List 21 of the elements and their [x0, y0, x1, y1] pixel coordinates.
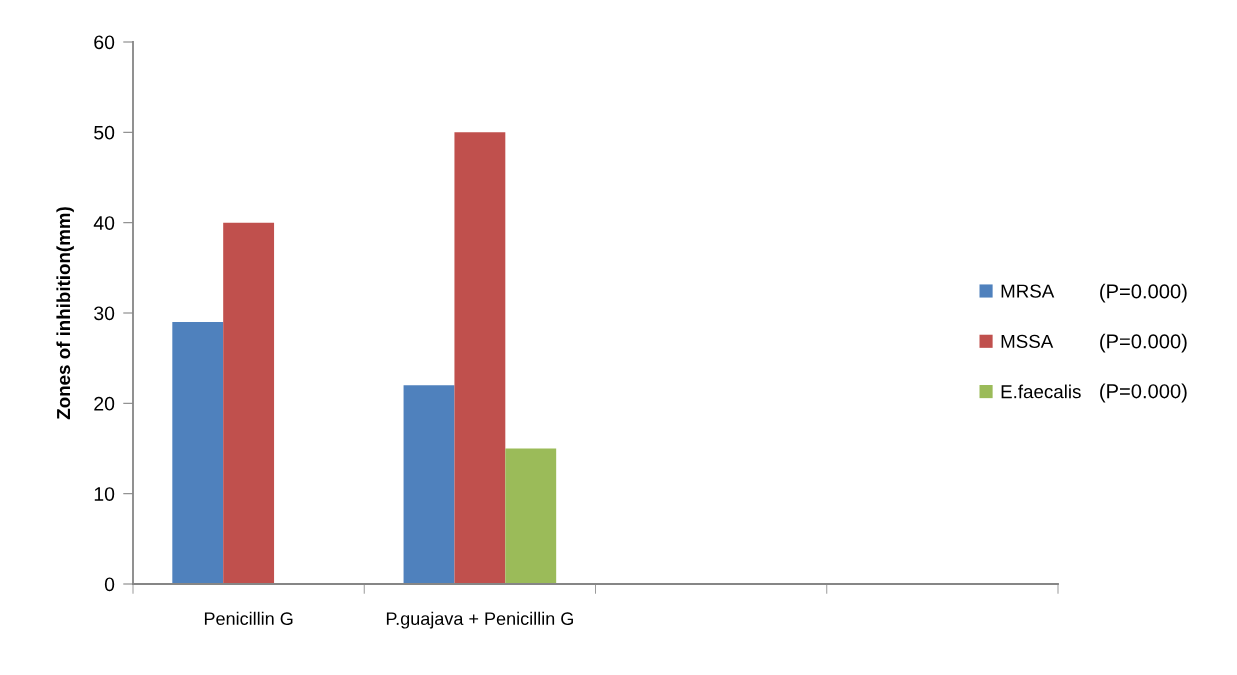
bar [505, 448, 557, 584]
y-axis-title: Zones of inhibition(mm) [56, 207, 74, 420]
bar [403, 385, 455, 584]
y-tick-label: 20 [94, 396, 115, 411]
bar [172, 322, 224, 584]
y-tick-label: 40 [93, 216, 115, 230]
legend-label: MRSA [1001, 284, 1055, 298]
y-tick-label: 60 [94, 35, 115, 50]
bar [454, 132, 506, 584]
text: (P=0.000) [1100, 283, 1187, 303]
legend-label: E.faecalis [1001, 384, 1081, 399]
text: (P=0.000) [1100, 383, 1187, 403]
y-tick-label: 50 [94, 125, 115, 140]
x-tick-label: Penicillin G [204, 611, 293, 626]
text: (P=0.000) [1100, 333, 1187, 353]
x-tick-label: P.guajava + Penicillin G [386, 611, 573, 629]
y-tick-label: 10 [94, 487, 115, 501]
bar [223, 222, 275, 584]
y-tick-label: 0 [104, 577, 115, 592]
legend-label: MSSA [1001, 334, 1054, 349]
y-tick-label: 30 [94, 306, 115, 321]
